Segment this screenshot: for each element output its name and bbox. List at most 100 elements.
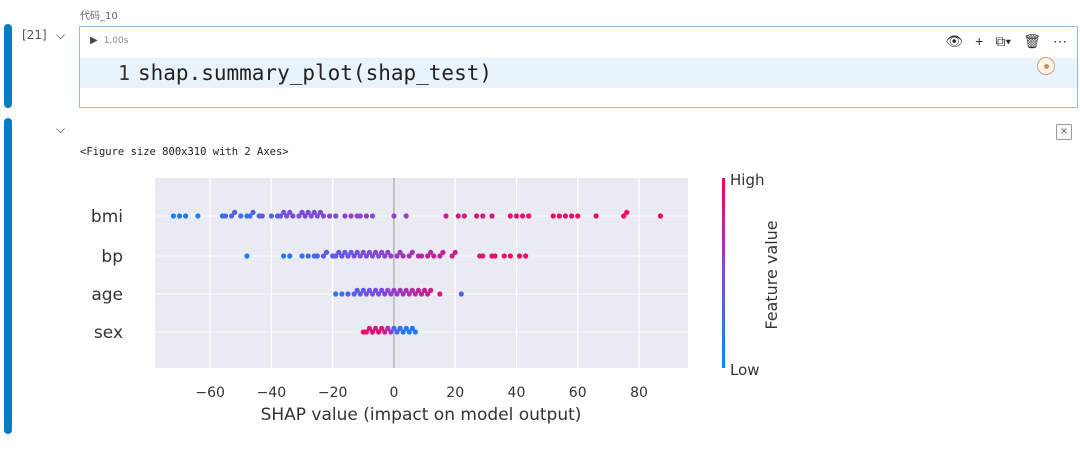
data-point-bmi (455, 213, 461, 219)
feature-label-sex: sex (94, 323, 123, 343)
data-point-sex (369, 329, 376, 335)
data-point-bp (287, 253, 293, 259)
data-point-bp (382, 253, 388, 259)
collapse-output-chevron-icon[interactable]: ⌵ (56, 122, 66, 136)
data-point-bp (372, 249, 379, 255)
run-icon[interactable]: ▶ (90, 35, 98, 46)
data-point-bp (397, 249, 403, 255)
data-point-bp (418, 253, 425, 259)
data-point-bmi (526, 213, 532, 219)
data-point-bmi (342, 213, 348, 219)
data-point-sex (391, 325, 397, 331)
x-tick-label: −40 (257, 385, 287, 401)
data-point-bmi (281, 209, 287, 215)
x-tick-labels: −60 −40 −20 0 20 40 60 80 (195, 385, 648, 401)
data-point-bmi (357, 213, 363, 219)
data-point-sex (382, 329, 388, 335)
data-point-bp (281, 253, 287, 259)
x-tick-label: 0 (389, 385, 398, 401)
run-area: ▶ 1.00s (90, 35, 128, 46)
collapse-input-chevron-icon[interactable]: ⌵ (56, 28, 66, 42)
data-point-sex (406, 329, 412, 335)
data-point-bmi (391, 213, 397, 219)
data-point-bmi (259, 213, 265, 219)
feature-label-bp: bp (101, 247, 123, 267)
feature-label-bmi: bmi (91, 207, 123, 227)
data-point-bmi (519, 213, 526, 219)
code-line[interactable]: 1 shap.summary_plot(shap_test) (80, 58, 1077, 88)
data-point-bp (523, 253, 529, 259)
data-point-age (345, 291, 351, 297)
data-point-bp (369, 253, 376, 259)
data-point-bmi (284, 213, 290, 219)
clear-output-icon[interactable]: ✕ (1056, 124, 1072, 140)
data-point-bmi (308, 213, 314, 219)
data-point-bmi (575, 213, 581, 219)
data-point-age (403, 287, 409, 293)
data-point-bmi (480, 213, 486, 219)
x-tick-label: 80 (630, 385, 648, 401)
data-point-bmi (513, 213, 520, 219)
line-number: 1 (117, 61, 130, 85)
cell-input-bar[interactable] (4, 24, 12, 108)
cell-name: 代码_10 (80, 11, 118, 22)
data-point-bp (339, 253, 345, 259)
data-point-sex (397, 325, 403, 331)
colorbar-high-label: High (730, 171, 764, 189)
trash-icon[interactable]: 🗑︎ (1023, 33, 1041, 49)
data-point-age (366, 287, 373, 293)
data-point-bp (360, 249, 366, 255)
data-point-sex (409, 325, 415, 331)
data-points (170, 209, 664, 335)
x-tick-label: 20 (446, 385, 464, 401)
data-point-sex (412, 329, 418, 335)
x-tick-label: −60 (195, 385, 225, 401)
data-point-age (415, 287, 422, 293)
feature-labels: bmi bp age sex (91, 207, 123, 343)
data-point-bp (394, 253, 400, 259)
data-point-bmi (238, 213, 244, 219)
data-point-age (360, 287, 366, 293)
data-point-age (382, 291, 388, 297)
data-point-age (388, 291, 394, 297)
copy-icon[interactable]: ⧉▾ (995, 33, 1012, 49)
data-point-bp (425, 253, 431, 259)
data-point-bp (345, 253, 351, 259)
data-point-sex (363, 329, 369, 335)
data-point-age (397, 287, 403, 293)
x-tick-label: 60 (569, 385, 587, 401)
data-point-bmi (333, 213, 339, 219)
data-point-bmi (443, 213, 449, 219)
data-point-bmi (228, 213, 235, 219)
data-point-bmi (299, 209, 305, 215)
data-point-age (363, 291, 369, 297)
data-point-sex (394, 329, 400, 335)
data-point-bmi (320, 213, 327, 219)
cell-toolbar: 👁︎ + ⧉▾ 🗑︎ ⋯ (945, 33, 1067, 50)
kernel-status-icon[interactable] (1037, 57, 1055, 75)
ellipsis-icon[interactable]: ⋯ (1053, 33, 1067, 49)
data-point-bmi (268, 213, 275, 219)
plus-icon[interactable]: + (975, 33, 984, 49)
data-point-age (421, 287, 428, 293)
data-point-bmi (562, 213, 569, 219)
data-point-bp (516, 253, 523, 259)
data-point-bp (400, 253, 406, 259)
cell-output-bar[interactable] (4, 118, 12, 434)
data-point-bmi (305, 209, 311, 215)
data-point-bmi (296, 213, 302, 219)
data-point-bmi (314, 213, 320, 219)
code-text[interactable]: shap.summary_plot(shap_test) (138, 61, 493, 85)
code-editor[interactable]: ▶ 1.00s 👁︎ + ⧉▾ 🗑︎ ⋯ 1 shap.summary_plot… (79, 26, 1078, 108)
data-point-bp (333, 253, 339, 259)
data-point-bmi (232, 209, 238, 215)
data-point-bmi (287, 209, 293, 215)
data-point-bmi (624, 209, 630, 215)
eye-icon[interactable]: 👁︎ (945, 33, 964, 49)
data-point-sex (388, 329, 394, 335)
data-point-bmi (403, 213, 409, 219)
data-point-bmi (250, 209, 256, 215)
data-point-bmi (556, 213, 562, 219)
data-point-age (406, 291, 412, 297)
data-point-bmi (247, 213, 253, 219)
